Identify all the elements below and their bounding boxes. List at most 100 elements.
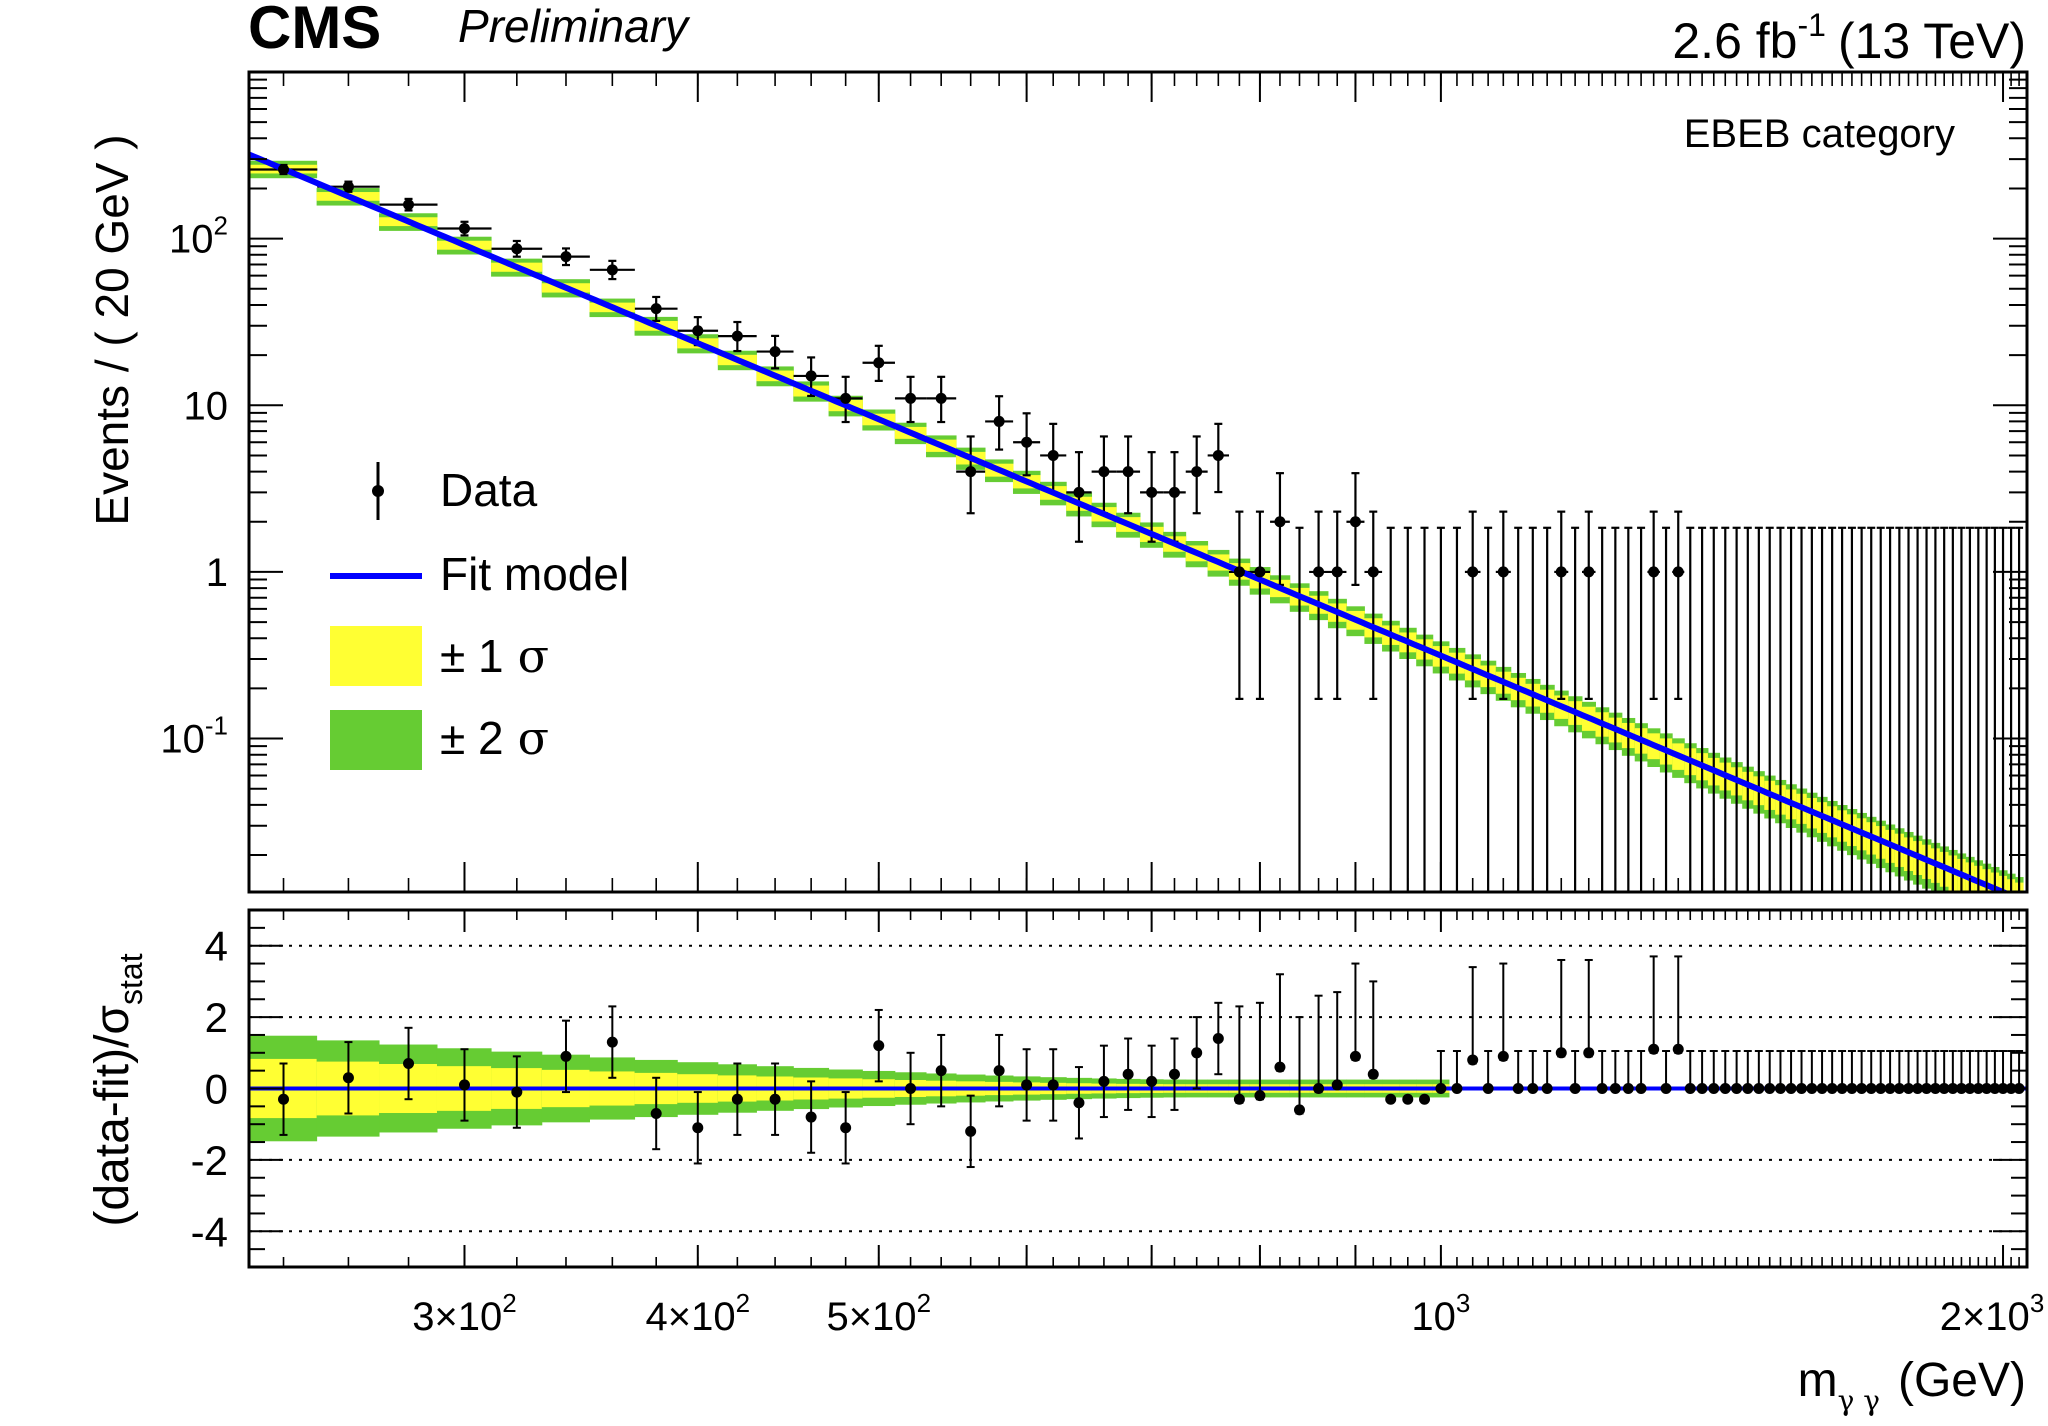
pull-point xyxy=(1846,1083,1858,1094)
legend-fit-label: Fit model xyxy=(440,548,629,600)
pull-point xyxy=(1512,1083,1524,1094)
data-point xyxy=(993,415,1005,427)
pull-point xyxy=(1555,1047,1567,1059)
status-label: Preliminary xyxy=(458,0,691,52)
data-point xyxy=(1146,486,1158,498)
data-point xyxy=(1233,566,1245,578)
pull-point xyxy=(1367,1068,1379,1080)
data-point xyxy=(1367,566,1379,578)
data-point xyxy=(1497,566,1509,578)
main-frame xyxy=(247,70,2029,894)
y-tick-label-base: 10 xyxy=(184,384,229,428)
pull-point xyxy=(1785,1083,1797,1094)
x-tick-label-exp: 2 xyxy=(502,1288,516,1318)
pull-gridlines xyxy=(249,944,2027,1233)
pull-point xyxy=(1903,1083,1915,1094)
y-tick-label-base: 10 xyxy=(169,218,214,262)
legend-band2-label: ± 2 σ xyxy=(440,711,549,765)
pull-point xyxy=(1385,1093,1397,1105)
data-point xyxy=(873,357,885,369)
pull-point xyxy=(840,1122,852,1134)
x-tick-label: 4×102 xyxy=(646,1288,751,1339)
x-axis-unit: (GeV) xyxy=(1898,1354,2026,1407)
pull-y-tick-label: 2 xyxy=(205,994,228,1041)
pull-point xyxy=(731,1093,743,1105)
pull-point xyxy=(1875,1083,1887,1094)
pull-point xyxy=(993,1065,1005,1077)
legend-band2-pm: ± 2 xyxy=(440,712,504,764)
data-point xyxy=(1349,516,1361,528)
x-axis-m: m xyxy=(1798,1354,1838,1407)
data-point xyxy=(560,251,572,263)
pull-point xyxy=(1191,1047,1203,1059)
pull-point xyxy=(1964,1083,1976,1094)
energy-value: (13 TeV) xyxy=(1838,13,2026,69)
data-point xyxy=(905,392,917,404)
pull-point xyxy=(1981,1083,1993,1094)
pull-point xyxy=(1146,1075,1158,1087)
data-point xyxy=(511,243,523,255)
legend-band1-swatch xyxy=(330,626,422,686)
x-tick-label-exp: 3 xyxy=(2030,1288,2044,1318)
x-tick-labels: 3×102 4×102 5×102 103 2×103 xyxy=(412,1288,2044,1339)
data-point xyxy=(1648,566,1660,578)
y-tick-label: 1 xyxy=(206,551,228,595)
pull-point xyxy=(1451,1083,1463,1094)
pull-point xyxy=(1212,1033,1224,1045)
legend-band2-swatch xyxy=(330,710,422,770)
pull-point xyxy=(873,1040,885,1052)
pull-data-points xyxy=(278,1033,2025,1137)
legend-band1-label: ± 1 σ xyxy=(440,629,549,683)
data-point xyxy=(1212,449,1224,461)
pull-point xyxy=(1527,1083,1539,1094)
data-point xyxy=(1021,436,1033,448)
x-axis-sub: γ γ xyxy=(1838,1384,1880,1417)
pull-point xyxy=(1021,1079,1033,1091)
legend-data-marker xyxy=(372,485,384,497)
lumi-value: 2.6 fb xyxy=(1672,13,1797,69)
legend-data-label: Data xyxy=(440,464,538,516)
data-point xyxy=(1168,486,1180,498)
data-point xyxy=(278,163,290,175)
pull-point xyxy=(1073,1097,1085,1109)
data-point xyxy=(1098,466,1110,478)
data-point xyxy=(458,223,470,235)
x-tick-label-exp: 2 xyxy=(917,1288,931,1318)
pull-point xyxy=(560,1050,572,1062)
legend: Data Fit model ± 1 σ ± 2 σ xyxy=(330,462,629,770)
data-point xyxy=(650,303,662,315)
main-axis-ticks xyxy=(249,71,2027,892)
pull-point xyxy=(769,1093,781,1105)
x-tick-label-exp: 3 xyxy=(1456,1288,1470,1318)
data-point xyxy=(1274,516,1286,528)
data-point xyxy=(403,199,415,211)
legend-band1-pm: ± 1 xyxy=(440,630,504,682)
pull-point xyxy=(1753,1083,1765,1094)
pull-point xyxy=(403,1058,415,1070)
pull-point xyxy=(1938,1083,1950,1094)
lumi-exponent: -1 xyxy=(1797,7,1825,43)
x-tick-label-base: 4×10 xyxy=(646,1295,736,1339)
y-tick-label-base: 10 xyxy=(160,718,205,762)
category-label: EBEB category xyxy=(1684,112,1955,156)
pull-point xyxy=(1696,1083,1708,1094)
data-point xyxy=(606,264,618,276)
pull-point xyxy=(1719,1083,1731,1094)
pull-point xyxy=(1467,1054,1479,1066)
x-tick-label-base: 3×10 xyxy=(412,1295,502,1339)
lumi-label: 2.6 fb-1 (13 TeV) xyxy=(1672,7,2026,69)
pull-point xyxy=(1274,1061,1286,1073)
experiment-label: CMS xyxy=(248,0,381,61)
pull-point xyxy=(278,1093,290,1105)
pull-point xyxy=(1331,1079,1343,1091)
legend-band2-sigma: σ xyxy=(518,711,549,765)
data-point xyxy=(805,370,817,382)
pull-point xyxy=(1684,1083,1696,1094)
pull-y-tick-label: 0 xyxy=(205,1066,228,1113)
x-tick-label-exp: 2 xyxy=(736,1288,750,1318)
x-tick-label-base: 2×10 xyxy=(1940,1295,2030,1339)
y-tick-label-base: 1 xyxy=(206,551,228,595)
pull-y-tick-label: -2 xyxy=(191,1137,228,1184)
